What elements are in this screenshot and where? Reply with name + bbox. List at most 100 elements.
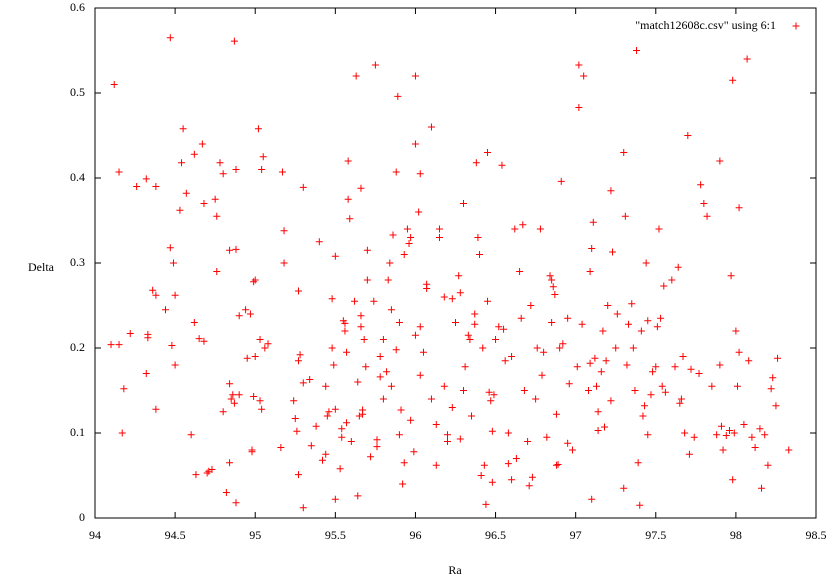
point: [411, 331, 419, 339]
point: [407, 234, 415, 241]
point: [248, 448, 256, 456]
point: [552, 461, 560, 469]
point: [232, 166, 240, 173]
point: [461, 363, 469, 371]
point: [508, 476, 516, 484]
point: [716, 361, 724, 369]
point: [411, 72, 419, 80]
point: [344, 157, 352, 165]
point: [357, 323, 365, 331]
point: [735, 348, 743, 356]
point: [416, 323, 424, 331]
point: [713, 431, 721, 439]
point: [219, 408, 227, 416]
point: [578, 320, 586, 328]
point: [182, 189, 190, 197]
point: [354, 492, 362, 500]
point: [681, 429, 689, 437]
point: [411, 140, 419, 148]
point: [528, 473, 536, 481]
point: [331, 252, 339, 260]
point: [740, 421, 748, 428]
point: [676, 399, 684, 407]
point: [460, 200, 468, 207]
point: [729, 76, 737, 84]
point: [200, 337, 208, 345]
point: [219, 170, 227, 178]
point: [251, 353, 259, 360]
point: [410, 448, 418, 456]
point: [370, 297, 378, 305]
point: [751, 443, 759, 451]
point: [367, 453, 375, 461]
x-tick-label: 98.5: [806, 528, 827, 542]
point: [166, 244, 174, 252]
x-tick-label: 96.5: [485, 528, 506, 542]
point: [631, 387, 639, 394]
point: [362, 363, 370, 371]
y-tick-label: 0.6: [70, 0, 85, 14]
point: [232, 245, 240, 253]
point: [359, 406, 367, 414]
y-tick-label: 0.1: [70, 425, 85, 439]
point: [448, 404, 456, 411]
point: [480, 461, 488, 469]
point: [338, 425, 346, 433]
plot-frame: [94, 7, 817, 519]
point: [745, 357, 753, 365]
point: [597, 368, 605, 376]
point: [256, 397, 264, 405]
point: [657, 314, 665, 322]
point: [602, 357, 610, 365]
point: [697, 181, 705, 189]
point: [142, 370, 150, 377]
point: [280, 259, 288, 267]
point: [299, 504, 307, 512]
point: [226, 459, 234, 467]
point: [485, 388, 493, 396]
point: [573, 363, 581, 371]
point: [278, 168, 286, 176]
point: [607, 397, 615, 405]
point: [251, 276, 259, 284]
x-tick-label: 95.5: [325, 528, 346, 542]
point: [471, 320, 479, 328]
point: [427, 123, 435, 131]
point: [443, 438, 451, 445]
point: [552, 410, 560, 418]
point: [772, 402, 780, 410]
point: [399, 480, 407, 488]
x-tick-label: 98: [730, 528, 742, 542]
point: [637, 327, 645, 335]
point: [213, 268, 221, 275]
point: [357, 184, 365, 192]
point: [479, 344, 487, 352]
point: [170, 259, 178, 267]
point: [448, 295, 456, 303]
point: [395, 431, 403, 439]
point: [641, 402, 649, 410]
point: [389, 231, 397, 239]
point: [110, 81, 118, 88]
point: [416, 170, 424, 178]
point: [363, 276, 371, 284]
point: [504, 460, 512, 468]
point: [152, 291, 160, 299]
point: [769, 374, 777, 382]
point: [120, 385, 128, 393]
point: [677, 395, 685, 403]
point: [679, 353, 687, 360]
point: [346, 215, 354, 223]
point: [629, 344, 637, 352]
point: [719, 446, 727, 454]
point: [325, 408, 333, 416]
point: [115, 341, 123, 349]
point: [628, 300, 636, 308]
point: [176, 206, 184, 214]
point: [660, 282, 668, 290]
point: [226, 246, 234, 254]
point: [498, 161, 506, 169]
point: [658, 382, 666, 390]
point: [564, 439, 572, 447]
point: [226, 380, 234, 388]
